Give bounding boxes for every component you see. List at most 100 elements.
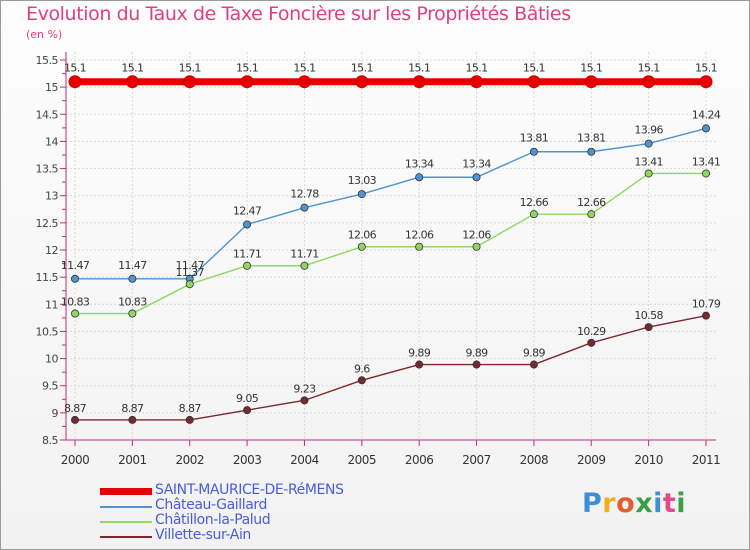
logo-letter: P xyxy=(582,488,603,519)
data-label: 11.37 xyxy=(175,266,204,279)
data-label: 9.23 xyxy=(293,382,316,395)
x-tick-label: 2003 xyxy=(233,453,262,467)
data-point xyxy=(584,75,598,89)
grid-lines xyxy=(66,52,716,441)
data-point xyxy=(587,210,596,219)
series-layer: 15.1 15.1 15.1 15.1 15.1 15.1 15.1 15.1 15.1 15.1… xyxy=(61,62,721,424)
data-label: 12.06 xyxy=(405,229,434,242)
series-4: 8.87 8.87 8.87 9.05 9.23 9.6 9.89 9.89 9.89 10.29… xyxy=(64,298,721,424)
data-label: 8.87 xyxy=(179,402,202,415)
x-tick-label: 2008 xyxy=(520,453,549,467)
y-tick-label: 13.5 xyxy=(36,163,59,176)
proxiti-logo: Proxiti xyxy=(582,488,686,519)
data-label: 11.71 xyxy=(290,248,319,261)
data-label: 15.1 xyxy=(408,62,430,75)
data-point xyxy=(183,75,197,89)
series-2: 11.47 11.47 11.47 12.47 12.78 13.03 13.34 13.34… xyxy=(61,108,721,283)
data-point xyxy=(702,124,711,133)
logo-letter: i xyxy=(676,488,687,519)
legend-item: Château-Gaillard xyxy=(100,497,420,514)
data-point xyxy=(300,261,309,270)
data-point xyxy=(68,75,82,89)
data-point xyxy=(71,274,80,283)
legend-swatch xyxy=(100,488,152,495)
data-point xyxy=(243,406,252,415)
data-label: 13.41 xyxy=(634,155,663,168)
data-point xyxy=(128,415,137,424)
data-label: 13.96 xyxy=(634,124,663,137)
data-point xyxy=(243,261,252,270)
legend-swatch xyxy=(100,506,152,508)
data-point xyxy=(644,323,653,332)
data-point xyxy=(71,415,80,424)
y-tick-label: 10.5 xyxy=(36,325,59,338)
logo-letter: i xyxy=(653,488,663,519)
logo-letter: t xyxy=(662,488,677,519)
logo-letter: o xyxy=(616,488,636,519)
data-label: 13.34 xyxy=(405,157,434,170)
data-point xyxy=(472,173,481,182)
legend-label: Villette-sur-Ain xyxy=(155,527,251,543)
data-point xyxy=(357,242,366,251)
data-point xyxy=(128,309,137,318)
data-label: 15.1 xyxy=(638,62,660,75)
data-label: 9.89 xyxy=(523,347,546,360)
data-point xyxy=(300,396,309,405)
x-tick-label: 2010 xyxy=(634,453,663,467)
x-tick-label: 2006 xyxy=(405,453,434,467)
data-point xyxy=(702,169,711,178)
y-tick-label: 12.5 xyxy=(36,217,59,230)
legend-item: Châtillon-la-Palud xyxy=(100,512,420,529)
data-point xyxy=(185,280,194,289)
data-label: 15.1 xyxy=(293,62,315,75)
data-label: 12.06 xyxy=(462,229,491,242)
data-label: 11.71 xyxy=(233,248,262,261)
x-tick-label: 2011 xyxy=(692,453,721,467)
x-tick-label: 2005 xyxy=(348,453,377,467)
x-tick-label: 2002 xyxy=(175,453,204,467)
series-line xyxy=(75,314,707,421)
data-point xyxy=(415,173,424,182)
y-tick-label: 14 xyxy=(45,135,58,148)
data-label: 12.78 xyxy=(290,188,319,201)
data-label: 8.87 xyxy=(121,402,144,415)
x-tick-label: 2004 xyxy=(290,453,319,467)
data-label: 9.05 xyxy=(236,392,259,405)
data-point xyxy=(357,190,366,199)
data-label: 11.47 xyxy=(118,259,147,272)
data-label: 8.87 xyxy=(64,402,87,415)
legend-label: Châtillon-la-Palud xyxy=(155,512,271,528)
data-point xyxy=(472,360,481,369)
y-tick-label: 10 xyxy=(45,353,58,366)
legend-item: SAINT-MAURICE-DE-RéMENS xyxy=(100,482,420,499)
data-point xyxy=(527,75,541,89)
data-point xyxy=(644,169,653,178)
data-label: 9.89 xyxy=(408,347,431,360)
data-label: 10.58 xyxy=(634,309,663,322)
data-point xyxy=(415,242,424,251)
y-tick-label: 9 xyxy=(52,407,59,420)
data-label: 10.83 xyxy=(61,296,90,309)
data-label: 9.6 xyxy=(354,362,370,375)
data-point xyxy=(240,75,254,89)
logo-letter: x xyxy=(635,488,654,519)
data-label: 12.66 xyxy=(520,196,549,209)
data-point xyxy=(644,139,653,148)
data-label: 15.1 xyxy=(523,62,545,75)
x-tick-label: 2001 xyxy=(118,453,147,467)
legend-swatch xyxy=(100,521,152,523)
data-point xyxy=(470,75,484,89)
legend-item: Villette-sur-Ain xyxy=(100,527,420,544)
series-1: 15.1 15.1 15.1 15.1 15.1 15.1 15.1 15.1 15.1 15.1… xyxy=(64,62,718,89)
y-tick-label: 12 xyxy=(45,244,58,257)
data-label: 15.1 xyxy=(121,62,143,75)
data-point xyxy=(587,147,596,156)
data-label: 14.24 xyxy=(692,108,721,121)
legend: SAINT-MAURICE-DE-RéMENS Château-Gaillard C… xyxy=(100,482,420,544)
legend-swatch xyxy=(100,536,152,538)
data-label: 13.03 xyxy=(348,174,377,187)
data-label: 13.81 xyxy=(577,132,606,145)
y-tick-label: 9.5 xyxy=(42,380,58,393)
